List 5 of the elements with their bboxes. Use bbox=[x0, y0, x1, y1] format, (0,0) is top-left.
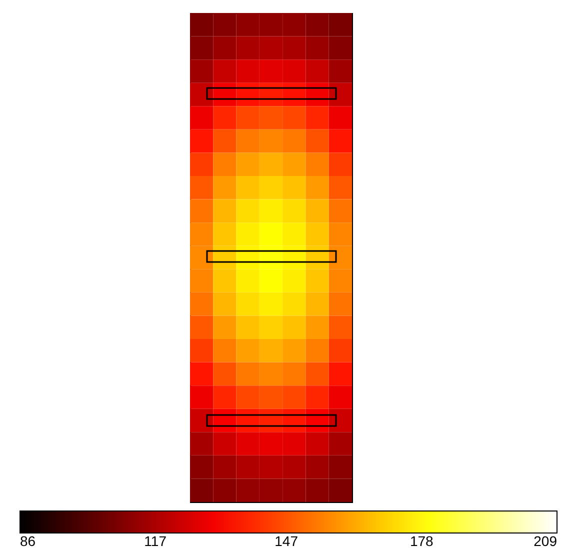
color-bar-label: 178 bbox=[410, 533, 434, 549]
color-bar-label: 209 bbox=[534, 533, 558, 549]
color-bar-label: 147 bbox=[274, 533, 298, 549]
color-bar-label: 86 bbox=[20, 533, 36, 549]
color-bar-label: 117 bbox=[144, 533, 167, 549]
